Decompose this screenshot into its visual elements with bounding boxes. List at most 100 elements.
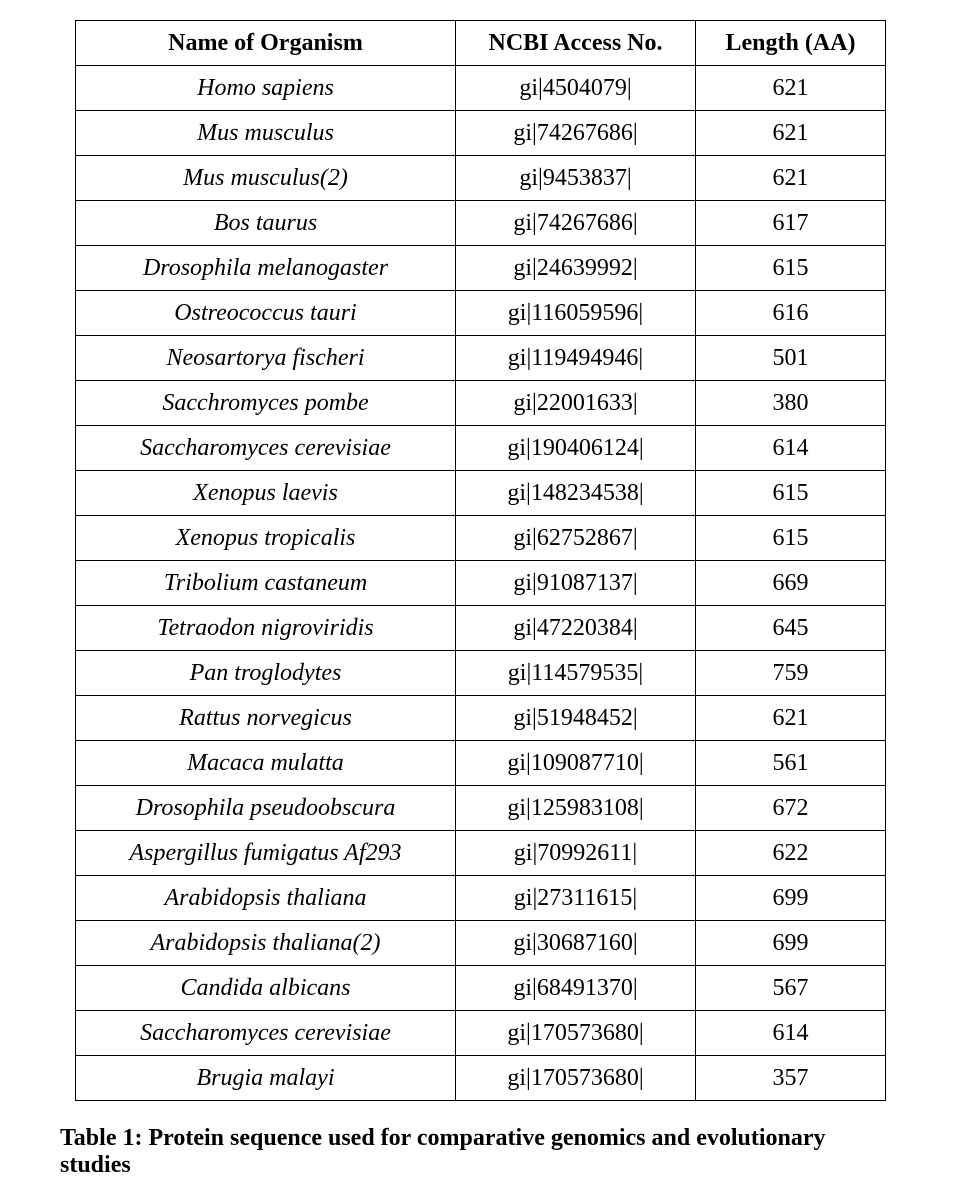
cell-accession: gi|62752867| <box>456 516 696 561</box>
cell-length: 621 <box>696 66 886 111</box>
cell-length: 357 <box>696 1056 886 1101</box>
cell-organism: Homo sapiens <box>76 66 456 111</box>
table-row: Drosophila pseudoobscuragi|125983108|672 <box>76 786 886 831</box>
cell-accession: gi|170573680| <box>456 1011 696 1056</box>
cell-length: 561 <box>696 741 886 786</box>
cell-length: 501 <box>696 336 886 381</box>
table-body: Homo sapiensgi|4504079|621Mus musculusgi… <box>76 66 886 1101</box>
cell-organism: Pan troglodytes <box>76 651 456 696</box>
table-container: Name of Organism NCBI Access No. Length … <box>60 20 901 1179</box>
cell-length: 622 <box>696 831 886 876</box>
cell-organism: Rattus norvegicus <box>76 696 456 741</box>
cell-accession: gi|68491370| <box>456 966 696 1011</box>
cell-organism: Aspergillus fumigatus Af293 <box>76 831 456 876</box>
table-row: Drosophila melanogastergi|24639992|615 <box>76 246 886 291</box>
table-row: Xenopus tropicalisgi|62752867|615 <box>76 516 886 561</box>
cell-length: 615 <box>696 516 886 561</box>
table-row: Sacchromyces pombegi|22001633|380 <box>76 381 886 426</box>
table-row: Xenopus laevisgi|148234538|615 <box>76 471 886 516</box>
cell-organism: Xenopus laevis <box>76 471 456 516</box>
table-row: Aspergillus fumigatus Af293gi|70992611|6… <box>76 831 886 876</box>
cell-length: 616 <box>696 291 886 336</box>
header-length: Length (AA) <box>696 21 886 66</box>
protein-sequence-table: Name of Organism NCBI Access No. Length … <box>75 20 886 1101</box>
cell-organism: Arabidopsis thaliana(2) <box>76 921 456 966</box>
cell-length: 614 <box>696 426 886 471</box>
cell-organism: Ostreococcus tauri <box>76 291 456 336</box>
cell-accession: gi|91087137| <box>456 561 696 606</box>
cell-accession: gi|22001633| <box>456 381 696 426</box>
cell-accession: gi|109087710| <box>456 741 696 786</box>
cell-organism: Bos taurus <box>76 201 456 246</box>
cell-accession: gi|116059596| <box>456 291 696 336</box>
cell-accession: gi|9453837| <box>456 156 696 201</box>
cell-accession: gi|24639992| <box>456 246 696 291</box>
table-row: Saccharomyces cerevisiaegi|190406124|614 <box>76 426 886 471</box>
cell-length: 615 <box>696 246 886 291</box>
cell-organism: Tetraodon nigroviridis <box>76 606 456 651</box>
cell-length: 669 <box>696 561 886 606</box>
table-row: Arabidopsis thalianagi|27311615|699 <box>76 876 886 921</box>
table-row: Candida albicansgi|68491370|567 <box>76 966 886 1011</box>
cell-organism: Macaca mulatta <box>76 741 456 786</box>
cell-organism: Tribolium castaneum <box>76 561 456 606</box>
header-row: Name of Organism NCBI Access No. Length … <box>76 21 886 66</box>
cell-accession: gi|70992611| <box>456 831 696 876</box>
cell-organism: Sacchromyces pombe <box>76 381 456 426</box>
cell-length: 621 <box>696 156 886 201</box>
table-row: Pan troglodytesgi|114579535|759 <box>76 651 886 696</box>
cell-accession: gi|148234538| <box>456 471 696 516</box>
cell-length: 759 <box>696 651 886 696</box>
cell-length: 645 <box>696 606 886 651</box>
cell-length: 699 <box>696 921 886 966</box>
cell-accession: gi|74267686| <box>456 201 696 246</box>
cell-organism: Xenopus tropicalis <box>76 516 456 561</box>
cell-accession: gi|74267686| <box>456 111 696 156</box>
cell-accession: gi|170573680| <box>456 1056 696 1101</box>
header-accession: NCBI Access No. <box>456 21 696 66</box>
cell-accession: gi|119494946| <box>456 336 696 381</box>
cell-length: 567 <box>696 966 886 1011</box>
cell-length: 672 <box>696 786 886 831</box>
cell-accession: gi|114579535| <box>456 651 696 696</box>
table-row: Ostreococcus taurigi|116059596|616 <box>76 291 886 336</box>
cell-accession: gi|27311615| <box>456 876 696 921</box>
cell-length: 380 <box>696 381 886 426</box>
header-organism: Name of Organism <box>76 21 456 66</box>
table-row: Homo sapiensgi|4504079|621 <box>76 66 886 111</box>
cell-organism: Mus musculus <box>76 111 456 156</box>
cell-length: 614 <box>696 1011 886 1056</box>
table-row: Arabidopsis thaliana(2)gi|30687160|699 <box>76 921 886 966</box>
cell-accession: gi|190406124| <box>456 426 696 471</box>
cell-length: 617 <box>696 201 886 246</box>
table-row: Bos taurusgi|74267686|617 <box>76 201 886 246</box>
cell-organism: Candida albicans <box>76 966 456 1011</box>
cell-length: 621 <box>696 696 886 741</box>
cell-organism: Mus musculus(2) <box>76 156 456 201</box>
table-row: Macaca mulattagi|109087710|561 <box>76 741 886 786</box>
cell-organism: Neosartorya fischeri <box>76 336 456 381</box>
cell-organism: Drosophila melanogaster <box>76 246 456 291</box>
table-header: Name of Organism NCBI Access No. Length … <box>76 21 886 66</box>
cell-organism: Brugia malayi <box>76 1056 456 1101</box>
cell-organism: Saccharomyces cerevisiae <box>76 426 456 471</box>
cell-organism: Saccharomyces cerevisiae <box>76 1011 456 1056</box>
cell-length: 615 <box>696 471 886 516</box>
table-row: Mus musculusgi|74267686|621 <box>76 111 886 156</box>
table-row: Rattus norvegicusgi|51948452|621 <box>76 696 886 741</box>
table-row: Tribolium castaneumgi|91087137|669 <box>76 561 886 606</box>
cell-accession: gi|30687160| <box>456 921 696 966</box>
table-row: Mus musculus(2)gi|9453837|621 <box>76 156 886 201</box>
cell-length: 699 <box>696 876 886 921</box>
cell-organism: Drosophila pseudoobscura <box>76 786 456 831</box>
cell-organism: Arabidopsis thaliana <box>76 876 456 921</box>
table-row: Neosartorya fischerigi|119494946|501 <box>76 336 886 381</box>
table-row: Brugia malayigi|170573680|357 <box>76 1056 886 1101</box>
cell-accession: gi|4504079| <box>456 66 696 111</box>
cell-accession: gi|47220384| <box>456 606 696 651</box>
table-row: Saccharomyces cerevisiaegi|170573680|614 <box>76 1011 886 1056</box>
cell-accession: gi|51948452| <box>456 696 696 741</box>
table-caption: Table 1: Protein sequence used for compa… <box>60 1125 901 1179</box>
cell-length: 621 <box>696 111 886 156</box>
cell-accession: gi|125983108| <box>456 786 696 831</box>
